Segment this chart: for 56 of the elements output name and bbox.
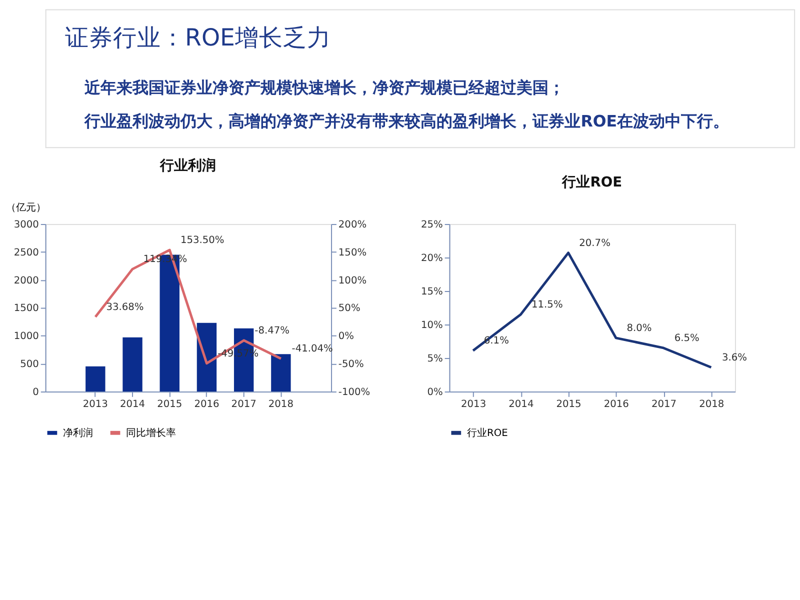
bar [196,322,217,392]
data-label: -8.47% [254,326,290,337]
y2-tick-label: 200% [338,219,367,230]
bar [271,354,291,392]
y2-tick-label: 150% [338,247,367,258]
data-label: 6.5% [674,333,700,344]
data-label: 8.0% [626,323,652,334]
y-tick-label: 25% [420,219,443,230]
x-tick-label: 2016 [604,398,629,410]
y2-tick-label: 0% [338,331,354,342]
y-tick-label: 10% [420,320,443,331]
x-tick-label: 2015 [556,398,582,410]
data-label: 20.7% [579,238,610,249]
y-tick-label: 2500 [14,247,39,258]
y-tick-label: 1000 [14,331,39,342]
legend-label: 同比增长率 [126,426,176,439]
data-label: 3.6% [722,352,748,364]
x-tick-label: 2018 [268,398,294,410]
x-tick-label: 2014 [508,398,534,410]
text: 行业盈利波动仍大，高增的净资产并没有带来较高的盈利增长，证券业ROE在波动中下行。 [84,111,730,130]
y2-tick-label: 100% [338,275,367,286]
legend-label: 行业ROE [466,426,508,439]
x-tick-label: 2015 [157,398,182,410]
y-tick-label: 5% [427,353,443,364]
chart-title: 行业利润 [159,156,216,174]
y2-tick-label: 50% [338,303,360,314]
text: 证券行业：ROE增长乏力 [65,24,331,52]
legend-label: 净利润 [63,426,94,439]
y-axis-title: （亿元） [6,202,46,214]
y-tick-label: 20% [420,252,443,264]
y-tick-label: 0 [32,386,39,398]
data-label: 11.5% [532,300,563,311]
data-label: 153.50% [180,235,224,246]
x-tick-label: 2013 [82,398,108,410]
y-tick-label: 15% [420,286,443,298]
data-label: 119.34% [143,254,188,266]
x-tick-label: 2017 [652,398,677,410]
x-tick-label: 2017 [231,398,256,410]
y2-tick-label: -100% [338,386,370,398]
x-tick-label: 2018 [699,398,724,410]
y-tick-label: 500 [20,359,39,370]
chart-title: 行业ROE [561,174,622,191]
y-tick-label: 2000 [14,275,39,286]
x-tick-label: 2016 [194,398,220,410]
y-tick-label: 1500 [14,303,39,314]
y-tick-label: 3000 [14,219,39,230]
x-tick-label: 2014 [120,398,146,410]
bar [86,366,106,392]
text: 近年来我国证券业净资产规模快速增长，净资产规模已经超过美国； [84,78,565,97]
data-label: -49.57% [218,348,259,360]
y2-tick-label: -50% [338,359,364,370]
y-tick-label: 0% [427,386,443,398]
line-series [472,252,712,369]
x-tick-label: 2013 [461,398,486,410]
bar [122,337,142,392]
data-label: 33.68% [106,302,144,313]
